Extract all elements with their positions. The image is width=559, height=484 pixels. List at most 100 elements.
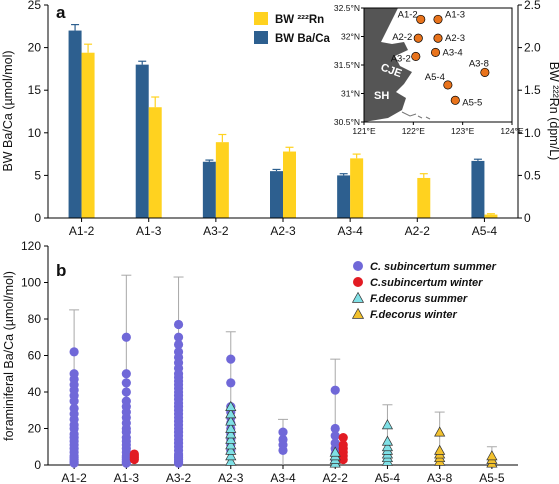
panel-a-left-ticks: 0 5 10 15 20 25 [28,0,48,225]
legend-label-2: F.decorus summer [370,293,468,305]
station-marker-A2-3 [433,33,443,43]
point-3-A3-8 [434,426,446,437]
point-2-A2-3 [225,400,237,411]
x-tick-label: A3-2 [203,224,229,238]
panel-b-letter: b [56,261,66,280]
ba-bar-A3-2 [202,161,216,218]
left-tick-label: 5 [34,168,41,182]
x-tick-label: A3-4 [337,224,363,238]
point-2-A5-4 [381,419,394,430]
point-3-A5-5 [486,450,498,461]
station-label-A1-2: A1-2 [398,9,418,20]
right-tick-label: 2.0 [524,41,541,55]
point-2-A2-3 [225,415,237,426]
point-0-A2-2 [330,431,340,441]
inset-lat-label: 31.5°N [334,60,360,70]
point-2-A2-2 [329,446,341,457]
left-tick-label: 20 [28,41,42,55]
rn-bar-A5-4 [484,214,498,218]
point-2-A2-3 [225,455,237,466]
legend-ba-label: BW Ba/Ca [275,33,331,45]
point-1-A2-2 [338,433,348,443]
x-tick-label: A5-5 [479,471,505,484]
y-tick-label: 120 [21,239,41,253]
x-tick-label: A1-3 [114,471,140,484]
legend-marker-2 [351,291,365,303]
ba-bar-A1-3 [135,64,149,218]
point-0-A1-3 [121,387,131,397]
point-2-A2-3 [225,433,237,444]
point-2-A2-3 [225,439,237,450]
panel-a-x-ticks: A1-2 A1-3 A3-2 A2-3 A3-4 A2-2 A5-4 [69,218,497,238]
point-0-A1-2 [69,403,79,414]
point-0-A1-3 [121,332,131,342]
inset-lon-label: 121°E [352,126,376,136]
point-1-A2-2 [338,440,348,450]
ba-bar-A3-4 [337,175,351,218]
legend-label-0: C. subincertum summer [370,261,497,273]
point-0-A2-2 [330,423,340,434]
inset-coastline [364,8,412,122]
left-tick-label: 0 [34,211,41,225]
station-label-A5-4: A5-4 [425,72,445,83]
inset-stations: A1-2 A1-3 A2-2 A2-3 A3-2 A3-4 A3-8 A5-4 A5-5 [391,9,490,108]
left-tick-label: 10 [28,126,42,140]
x-tick-label: A1-2 [69,224,95,238]
rn-bar-A1-2 [81,52,95,218]
inset-lat-label: 32°N [341,32,360,42]
right-tick-label: 0.5 [524,168,541,182]
x-tick-label: A3-4 [270,471,296,484]
point-2-A2-3 [225,444,237,455]
panel-a-letter: a [56,3,66,22]
x-tick-label: A3-2 [166,471,192,484]
x-tick-label: A5-4 [375,471,401,484]
legend-label-1: C.subincertum winter [370,277,483,289]
x-tick-label: A2-2 [323,471,349,484]
point-0-A3-2 [173,319,184,330]
point-3-A3-8 [434,444,446,455]
inset-lat-label: 31°N [341,89,360,99]
station-label-A5-5: A5-5 [462,97,482,108]
legend-rn-swatch [254,12,268,25]
station-marker-A3-2 [411,51,421,61]
legend-marker-0 [353,261,363,271]
rn-bar-A3-4 [350,158,364,218]
x-tick-label: A2-3 [270,224,296,238]
point-0-A2-3 [226,354,236,364]
inset-islands [401,111,431,120]
point-0-A1-3 [121,369,131,379]
y-tick-label: 20 [28,422,42,436]
legend-marker-3 [351,307,365,319]
x-tick-label: A2-3 [218,471,244,484]
right-tick-label: 1.5 [524,83,541,97]
panel-a-bars [68,30,498,219]
panel-a-right-axis-label: BW ²²²Rn (dpm/L) [547,62,559,161]
rn-bar-A3-2 [215,142,229,218]
x-tick-label: A1-3 [136,224,162,238]
point-0-A1-3 [121,396,131,406]
point-0-A3-2 [173,339,184,350]
panel-b-y-ticks: 0 20 40 60 80 100 120 [21,239,48,472]
point-0-A1-2 [69,369,79,379]
point-0-A3-4 [278,427,288,437]
station-label-A3-4: A3-4 [443,47,463,58]
x-tick-label: A2-2 [405,224,431,238]
point-2-A2-3 [225,422,237,433]
station-label-A2-2: A2-2 [392,32,412,43]
y-tick-label: 100 [21,276,41,290]
station-marker-A5-4 [443,80,453,90]
y-tick-label: 0 [34,458,41,472]
inset-sh-label: SH [374,90,389,102]
point-0-A3-4 [278,434,288,445]
point-0-A2-2 [330,438,340,448]
panel-a-right-ticks: 0 0.5 1.0 1.5 2.0 2.5 [518,0,541,225]
legend-marker-1 [353,277,363,287]
station-marker-A3-8 [480,67,490,77]
point-0-A2-3 [226,378,236,388]
inset-lat-label: 30.5°N [334,117,360,127]
y-tick-label: 80 [28,312,42,326]
point-2-A2-3 [225,450,237,461]
